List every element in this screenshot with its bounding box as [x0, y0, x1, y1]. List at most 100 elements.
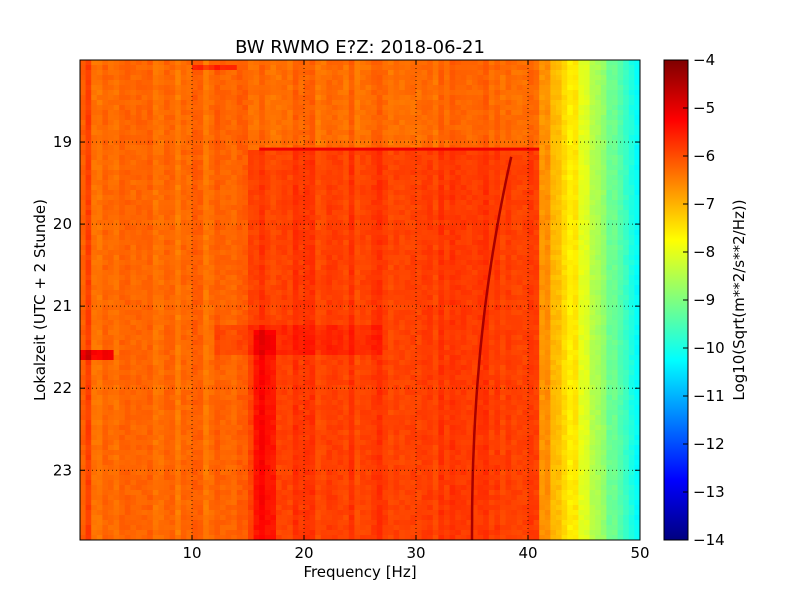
heatmap-cell	[494, 250, 501, 256]
heatmap-cell	[382, 305, 389, 311]
heatmap-cell	[589, 275, 596, 281]
heatmap-cell	[348, 210, 355, 216]
heatmap-cell	[136, 300, 143, 306]
heatmap-cell	[253, 105, 260, 111]
heatmap-cell	[365, 120, 372, 126]
heatmap-cell	[292, 130, 299, 136]
heatmap-cell	[203, 245, 210, 251]
heatmap-cell	[164, 135, 171, 141]
heatmap-cell	[281, 200, 288, 206]
heatmap-cell	[91, 305, 98, 311]
heatmap-cell	[343, 215, 350, 221]
heatmap-cell	[175, 250, 182, 256]
heatmap-cell	[91, 60, 98, 66]
heatmap-cell	[617, 160, 624, 166]
heatmap-cell	[119, 70, 126, 76]
heatmap-cell	[472, 195, 479, 201]
heatmap-cell	[556, 270, 563, 276]
heatmap-cell	[158, 75, 165, 81]
heatmap-cell	[192, 255, 199, 261]
heatmap-cell	[404, 105, 411, 111]
heatmap-cell	[253, 215, 260, 221]
heatmap-cell	[220, 105, 227, 111]
heatmap-cell	[152, 225, 159, 231]
heatmap-cell	[550, 220, 557, 226]
heatmap-cell	[449, 295, 456, 301]
heatmap-cell	[460, 115, 467, 121]
heatmap-cell	[337, 280, 344, 286]
heatmap-cell	[567, 110, 574, 116]
heatmap-cell	[214, 95, 221, 101]
heatmap-cell	[522, 125, 529, 131]
heatmap-cell	[550, 240, 557, 246]
heatmap-cell	[539, 265, 546, 271]
heatmap-cell	[404, 180, 411, 186]
heatmap-cell	[477, 110, 484, 116]
heatmap-cell	[315, 130, 322, 136]
heatmap-cell	[432, 230, 439, 236]
heatmap-cell	[472, 125, 479, 131]
heatmap-cell	[287, 70, 294, 76]
heatmap-cell	[276, 195, 283, 201]
heatmap-cell	[141, 195, 148, 201]
heatmap-cell	[410, 95, 417, 101]
heatmap-cell	[119, 225, 126, 231]
heatmap-cell	[315, 305, 322, 311]
heatmap-cell	[488, 170, 495, 176]
heatmap-cell	[203, 260, 210, 266]
heatmap-cell	[455, 205, 462, 211]
heatmap-cell	[634, 95, 640, 101]
heatmap-cell	[500, 245, 507, 251]
heatmap-cell	[337, 305, 344, 311]
heatmap-cell	[528, 65, 535, 71]
heatmap-cell	[343, 80, 350, 86]
heatmap-cell	[539, 120, 546, 126]
heatmap-cell	[567, 255, 574, 261]
heatmap-cell	[320, 285, 327, 291]
heatmap-cell	[511, 170, 518, 176]
heatmap-cell	[376, 200, 383, 206]
heatmap-cell	[186, 90, 193, 96]
heatmap-cell	[337, 300, 344, 306]
heatmap-cell	[292, 200, 299, 206]
heatmap-cell	[466, 155, 473, 161]
heatmap-cell	[432, 75, 439, 81]
heatmap-cell	[102, 195, 109, 201]
heatmap-cell	[444, 245, 451, 251]
heatmap-cell	[404, 250, 411, 256]
heatmap-cell	[561, 250, 568, 256]
heatmap-cell	[449, 270, 456, 276]
heatmap-cell	[404, 175, 411, 181]
heatmap-cell	[612, 150, 619, 156]
heatmap-cell	[264, 150, 271, 156]
heatmap-cell	[488, 100, 495, 106]
heatmap-cell	[343, 230, 350, 236]
heatmap-cell	[264, 95, 271, 101]
heatmap-cell	[460, 265, 467, 271]
heatmap-cell	[85, 100, 92, 106]
heatmap-cell	[606, 105, 613, 111]
heatmap-cell	[136, 250, 143, 256]
heatmap-cell	[533, 235, 540, 241]
heatmap-cell	[365, 115, 372, 121]
heatmap-cell	[136, 230, 143, 236]
heatmap-cell	[438, 110, 445, 116]
heatmap-cell	[404, 210, 411, 216]
heatmap-cell	[617, 190, 624, 196]
heatmap-cell	[354, 120, 361, 126]
heatmap-cell	[292, 255, 299, 261]
heatmap-cell	[147, 70, 154, 76]
heatmap-cell	[556, 95, 563, 101]
heatmap-cell	[550, 305, 557, 311]
heatmap-cell	[136, 85, 143, 91]
heatmap-cell	[164, 190, 171, 196]
heatmap-cell	[180, 300, 187, 306]
heatmap-cell	[404, 160, 411, 166]
heatmap-cell	[108, 285, 115, 291]
heatmap-cell	[264, 135, 271, 141]
heatmap-cell	[427, 300, 434, 306]
heatmap-cell	[152, 280, 159, 286]
heatmap-cell	[214, 135, 221, 141]
heatmap-cell	[180, 130, 187, 136]
heatmap-cell	[572, 150, 579, 156]
